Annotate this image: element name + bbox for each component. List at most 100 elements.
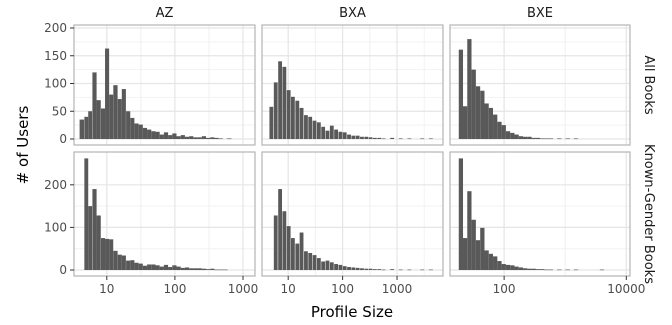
histogram-bar-az-1 [201,136,206,139]
histogram-bar-bxa-2 [351,267,356,270]
y-tick-label-2: 0 [59,263,67,277]
histogram-bar-bxa-1 [372,137,377,139]
histogram-bar-bxa-2 [334,264,338,270]
histogram-bar-az-2 [172,265,177,270]
histogram-bar-az-1 [117,99,122,139]
histogram-bar-az-2 [147,264,152,270]
histogram-bar-bxe-1 [518,136,524,139]
histogram-bar-bxa-1 [360,136,364,139]
histogram-bar-bxe-2 [518,267,524,270]
histogram-bar-bxa-1 [269,106,274,139]
histogram-bar-bxe-2 [548,269,554,271]
histogram-bar-az-1 [155,131,160,139]
histogram-bar-bxe-1 [510,132,515,139]
histogram-bar-az-1 [121,89,126,139]
y-tick-label-1: 150 [44,49,67,63]
histogram-bar-bxa-1 [282,66,287,139]
histogram-bar-bxe-2 [497,261,502,270]
facet-panels: AZ BXA BXE All Books Known-Gender Books 0 50 10… [44,6,656,296]
panel-border-bxe-1 [449,24,631,146]
histogram-bar-az-2 [184,267,190,270]
histogram-bar-bxa-2 [377,269,382,270]
histogram-bar-bxe-1 [458,49,464,139]
histogram-bar-az-1 [159,134,164,139]
histogram-bar-az-2 [193,268,198,270]
facet-row-label-2: Known-Gender Books [641,144,656,284]
histogram-bar-az-1 [109,94,114,139]
histogram-bar-az-2 [218,269,223,271]
histogram-bar-bxa-1 [342,132,347,139]
histogram-bar-bxa-2 [372,269,377,270]
histogram-bar-bxa-2 [407,269,412,271]
histogram-bar-az-1 [189,136,194,139]
histogram-bar-az-1 [184,136,190,139]
x-tick-label-bxa: 10 [281,282,296,296]
histogram-bar-bxe-2 [599,269,605,271]
x-tick-label-bxe: 10000 [607,282,645,296]
histogram-bar-az-1 [100,108,106,139]
histogram-bar-az-2 [163,264,169,270]
histogram-bar-bxa-2 [295,243,300,270]
histogram-bar-az-1 [84,116,89,139]
histogram-bar-bxa-1 [286,90,291,139]
histogram-bar-bxe-1 [544,138,549,140]
histogram-bar-az-2 [189,268,194,270]
histogram-bar-bxa-1 [338,131,343,139]
histogram-bar-az-1 [126,111,131,139]
histogram-bar-bxe-1 [488,107,494,139]
histogram-bar-az-1 [214,137,219,139]
histogram-bar-az-1 [151,131,156,139]
panel-border-bxa-1 [261,24,444,146]
histogram-bar-bxe-1 [523,136,528,139]
histogram-bar-az-2 [105,238,110,270]
histogram-bar-bxe-2 [463,238,468,270]
histogram-bar-bxa-1 [364,136,369,139]
histogram-bar-az-1 [130,117,135,139]
histogram-bar-bxe-1 [484,103,489,139]
histogram-bar-bxe-2 [531,268,536,270]
panel-border-bxa-2 [261,151,444,277]
histogram-bar-bxa-1 [429,138,433,140]
histogram-bar-az-2 [151,264,156,270]
y-tick-label-2: 200 [44,178,67,192]
histogram-bar-bxa-2 [312,255,317,270]
histogram-bar-bxa-1 [377,137,382,139]
histogram-bar-bxa-2 [308,252,313,270]
histogram-bar-bxe-2 [523,268,528,270]
histogram-bar-az-2 [214,269,219,271]
histogram-bar-bxa-1 [325,130,330,139]
histogram-bar-az-2 [96,215,101,270]
histogram-bar-az-1 [172,133,177,139]
x-tick-label-bxa: 100 [331,282,354,296]
histogram-bar-az-2 [126,260,131,270]
histogram-bar-bxa-2 [398,269,403,271]
histogram-bar-bxa-2 [420,269,425,271]
y-axis-title: # of Users [14,106,32,185]
histogram-bar-az-1 [88,111,93,139]
histogram-bar-az-2 [142,265,148,270]
histogram-bar-bxe-2 [493,256,498,270]
histogram-bar-bxe-1 [497,121,502,139]
histogram-bar-bxa-1 [347,134,351,139]
histogram-bar-bxe-2 [535,269,541,270]
histogram-bar-bxe-1 [557,138,562,140]
histogram-bar-az-1 [180,135,185,139]
histogram-bar-bxe-1 [535,137,541,139]
x-tick-label-az: 10 [99,282,114,296]
facet-strip-label-bxa: BXA [339,6,366,21]
x-tick-label-az: 1000 [228,282,259,296]
histogram-bar-az-1 [138,124,143,139]
histogram-bar-az-2 [113,250,118,270]
histogram-bar-az-2 [109,239,114,270]
histogram-bar-bxa-2 [325,260,330,270]
facet-row-label-1: All Books [641,55,656,115]
histogram-bar-bxe-2 [573,269,579,271]
y-tick-label-2: 100 [44,220,67,234]
histogram-bar-az-2 [134,262,139,270]
histogram-bar-bxa-2 [429,269,433,271]
histogram-bar-bxe-2 [484,250,489,270]
histogram-bar-az-2 [197,268,202,270]
panel-border-az-1 [73,24,256,146]
histogram-bar-bxe-2 [544,269,549,271]
